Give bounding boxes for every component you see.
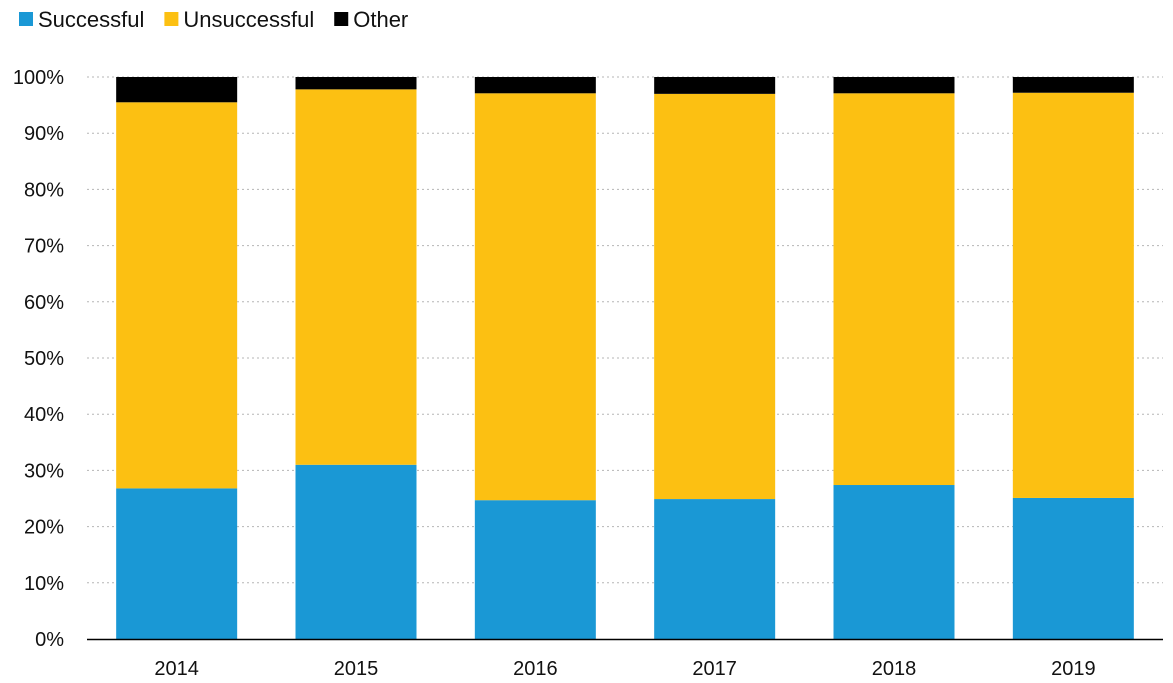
- y-tick-label: 100%: [13, 67, 64, 89]
- bar-segment-unsuccessful-2016: [474, 93, 596, 501]
- bar-segment-other-2018: [833, 77, 955, 94]
- bar-segment-other-2014: [116, 77, 238, 103]
- bar-segment-other-2017: [654, 77, 776, 94]
- x-tick-label: 2015: [334, 658, 379, 680]
- bar-segment-other-2016: [474, 77, 596, 94]
- y-tick-label: 20%: [24, 517, 64, 539]
- y-tick-label: 50%: [24, 348, 64, 370]
- bar-segment-successful-2016: [474, 500, 596, 639]
- y-tick-label: 40%: [24, 404, 64, 426]
- bar-segment-unsuccessful-2014: [116, 102, 238, 489]
- y-tick-label: 30%: [24, 460, 64, 482]
- bar-segment-other-2019: [1012, 77, 1134, 93]
- x-tick-label: 2018: [872, 658, 917, 680]
- legend-label-unsuccessful: Unsuccessful: [183, 7, 314, 32]
- legend-label-successful: Successful: [38, 7, 144, 32]
- y-tick-label: 80%: [24, 179, 64, 201]
- gridlines: [87, 76, 1163, 584]
- bar-segment-successful-2014: [116, 488, 238, 639]
- bar-segment-unsuccessful-2018: [833, 93, 955, 486]
- bar-segment-other-2015: [295, 77, 417, 90]
- bar-segment-successful-2015: [295, 464, 417, 639]
- bar-segment-successful-2018: [833, 485, 955, 639]
- y-axis: 0% 10% 20% 30% 40% 50% 60% 70% 80% 90% 100%: [13, 67, 64, 651]
- legend-swatch-unsuccessful: [164, 12, 179, 26]
- x-tick-label: 2019: [1051, 658, 1096, 680]
- legend-swatch-other: [334, 12, 349, 26]
- y-tick-label: 70%: [24, 236, 64, 258]
- y-tick-label: 10%: [24, 573, 64, 595]
- bar-segment-unsuccessful-2015: [295, 89, 417, 465]
- bar-segment-successful-2017: [654, 499, 776, 639]
- y-tick-label: 60%: [24, 292, 64, 314]
- x-axis: 2014 2015 2016 2017 2018 2019: [87, 638, 1163, 680]
- x-tick-label: 2014: [154, 658, 199, 680]
- bars: [116, 77, 1134, 639]
- legend-swatch-successful: [19, 12, 33, 26]
- bar-segment-successful-2019: [1012, 497, 1134, 639]
- bar-segment-unsuccessful-2019: [1012, 92, 1134, 498]
- legend: Successful Unsuccessful Other: [19, 7, 408, 32]
- x-tick-label: 2017: [692, 658, 737, 680]
- bar-segment-unsuccessful-2017: [654, 93, 776, 500]
- x-tick-label: 2016: [513, 658, 558, 680]
- y-tick-label: 0%: [35, 629, 64, 651]
- y-tick-label: 90%: [24, 123, 64, 145]
- legend-label-other: Other: [353, 7, 408, 32]
